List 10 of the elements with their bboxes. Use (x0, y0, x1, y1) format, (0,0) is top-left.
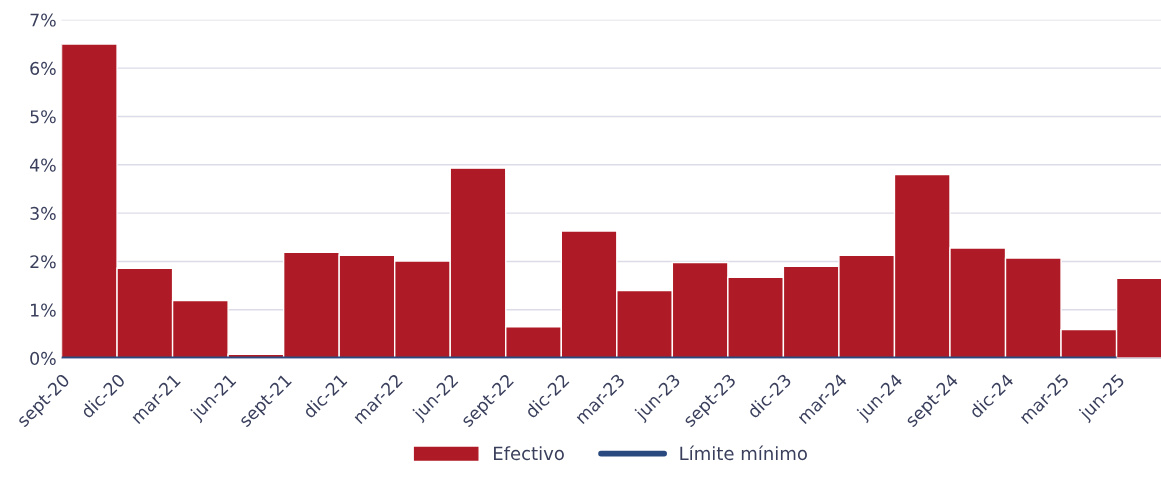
y-tick-label: 1% (31, 303, 56, 317)
y-tick-label: 3% (30, 206, 56, 220)
legend-label: Límite mínimo (680, 445, 807, 461)
legend-label: Efectivo (494, 446, 564, 461)
y-tick-label: 2% (30, 255, 56, 269)
y-tick-label: 0% (30, 351, 56, 365)
y-tick-label: 7% (30, 13, 56, 27)
y-tick-label: 4% (29, 158, 56, 172)
y-tick-label: 6% (30, 61, 56, 75)
y-tick-label: 5% (30, 110, 56, 124)
